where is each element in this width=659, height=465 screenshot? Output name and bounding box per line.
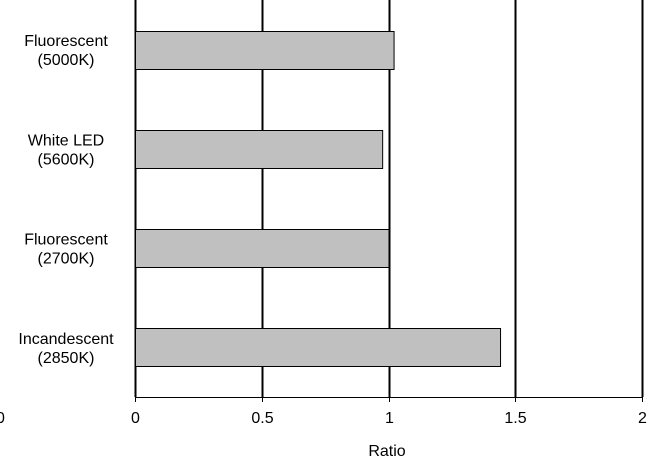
category-label-2-line-0: Fluorescent [24, 232, 108, 249]
category-label-3-line-1: (2850K) [38, 350, 95, 367]
category-label-0-line-0: Fluorescent [24, 33, 108, 50]
x-axis-title: Ratio [368, 443, 405, 460]
x-tick-label-3: 1.5 [504, 410, 526, 427]
category-label-2-line-1: (2700K) [38, 251, 95, 268]
x-tick-label-1: 0.5 [251, 410, 273, 427]
category-label-0-line-1: (5000K) [38, 52, 95, 69]
category-label-3-line-0: Incandescent [18, 331, 114, 348]
bars [135, 31, 502, 367]
bar-2 [135, 229, 390, 268]
category-label-1-line-0: White LED [28, 132, 104, 149]
stray-tick-label: 0 [0, 410, 5, 427]
x-tick-label-2: 1 [385, 410, 394, 427]
category-labels: Fluorescent (5000K) White LED (5600K) Fluore… [18, 33, 114, 367]
x-axis: 0 0.5 1 1.5 2 [131, 397, 647, 427]
x-tick-label-4: 2 [638, 410, 647, 427]
bar-3 [135, 328, 502, 367]
category-label-1-line-1: (5600K) [38, 151, 95, 168]
bar-1 [135, 130, 384, 169]
x-tick-label-0: 0 [131, 410, 140, 427]
bar-0 [135, 31, 395, 70]
